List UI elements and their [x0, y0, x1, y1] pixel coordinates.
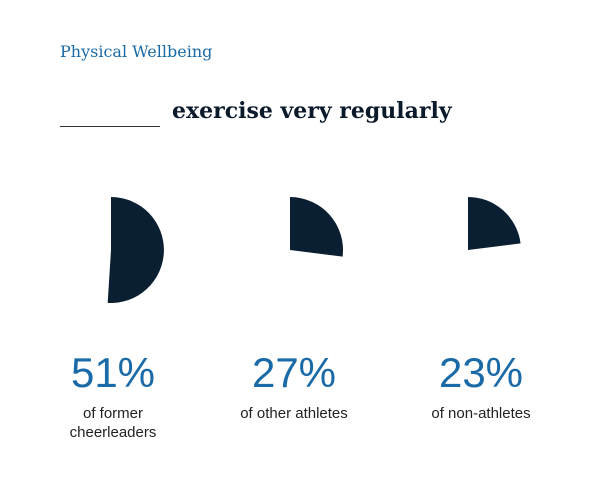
stat-value: 27%: [251, 349, 337, 396]
pie-slice-1: [290, 197, 343, 257]
headline: exercise very regularly: [172, 98, 452, 124]
stat-non-athletes: 23% of non-athletes: [396, 352, 566, 423]
section-label: Physical Wellbeing: [60, 42, 213, 61]
stat-former-cheerleaders: 51% of former cheerleaders: [28, 352, 198, 442]
stat-caption: of other athletes: [240, 405, 348, 422]
stat-other-athletes: 27% of other athletes: [209, 352, 379, 423]
fill-in-blank-line: [60, 126, 160, 127]
pie-slice-2: [468, 197, 521, 250]
stat-value: 23%: [438, 349, 524, 396]
pie-slice-0: [107, 197, 164, 303]
stat-caption: of former cheerleaders: [69, 405, 157, 441]
stat-value: 51%: [70, 349, 156, 396]
stat-caption: of non-athletes: [431, 405, 531, 422]
